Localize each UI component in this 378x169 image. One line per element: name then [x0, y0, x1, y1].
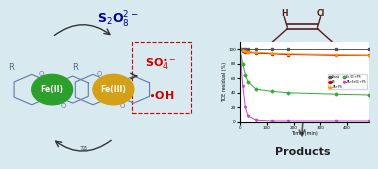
- Fe (II)+PS: [286, 92, 291, 94]
- TA+Fe(II)+PS: [254, 119, 259, 121]
- X-axis label: Time (min): Time (min): [291, 131, 318, 136]
- Text: O: O: [61, 103, 66, 110]
- Blank: [334, 49, 339, 51]
- Text: Products: Products: [275, 147, 330, 157]
- Fe (II)+PS: [246, 81, 250, 83]
- Line: PS: PS: [239, 49, 370, 56]
- PS: [366, 54, 371, 56]
- TA+PS: [366, 54, 371, 56]
- Fe (II)+PS: [240, 63, 245, 65]
- Blank: [286, 49, 291, 51]
- Fe (II)+PS: [243, 74, 248, 76]
- Text: H: H: [281, 9, 288, 18]
- TA+Fe(II)+PS: [238, 49, 242, 51]
- Text: SO$_4^{\bullet-}$: SO$_4^{\bullet-}$: [145, 56, 177, 72]
- Text: Cl: Cl: [316, 9, 325, 18]
- Text: O: O: [38, 71, 43, 77]
- PS: [246, 51, 250, 53]
- Text: Fe(II): Fe(II): [41, 85, 64, 94]
- Circle shape: [32, 74, 73, 105]
- TA+Fe(II)+PS: [246, 115, 250, 117]
- Text: O: O: [120, 103, 125, 110]
- Line: Blank: Blank: [239, 49, 370, 51]
- TA+Fe(II)+PS: [270, 120, 274, 122]
- PS: [240, 50, 245, 52]
- Text: TA: TA: [80, 146, 88, 152]
- Text: S$_2$O$_8^{2-}$: S$_2$O$_8^{2-}$: [97, 10, 139, 30]
- TA+Fe(II)+PS: [286, 120, 291, 122]
- TA+PS: [243, 50, 248, 52]
- Line: TA+Fe(II)+PS: TA+Fe(II)+PS: [239, 49, 370, 122]
- Fe (II)+PS: [254, 88, 259, 90]
- TA+PS: [334, 54, 339, 56]
- PS: [286, 54, 291, 56]
- TA+PS: [270, 52, 274, 54]
- Text: R: R: [8, 63, 14, 72]
- PS: [243, 51, 248, 53]
- Blank: [270, 49, 274, 51]
- PS: [238, 49, 242, 51]
- Y-axis label: TCE residual (%): TCE residual (%): [222, 62, 227, 102]
- TA+PS: [238, 49, 242, 51]
- PS: [334, 54, 339, 56]
- Blank: [366, 49, 371, 51]
- Circle shape: [93, 74, 134, 105]
- Text: Cl: Cl: [263, 43, 272, 52]
- Blank: [240, 49, 245, 51]
- Text: Cl: Cl: [333, 43, 341, 52]
- Fe (II)+PS: [334, 93, 339, 95]
- Line: TA+PS: TA+PS: [239, 49, 370, 56]
- TA+PS: [246, 51, 250, 53]
- TA+PS: [286, 53, 291, 55]
- Blank: [254, 49, 259, 51]
- Fe (II)+PS: [238, 49, 242, 51]
- Text: Fe(III): Fe(III): [101, 85, 126, 94]
- Blank: [238, 49, 242, 51]
- TA+Fe(II)+PS: [334, 120, 339, 122]
- PS: [270, 53, 274, 55]
- TA+PS: [240, 49, 245, 51]
- Blank: [243, 49, 248, 51]
- Line: Fe (II)+PS: Fe (II)+PS: [239, 49, 370, 96]
- Blank: [246, 49, 250, 51]
- TA+Fe(II)+PS: [240, 84, 245, 87]
- Text: O: O: [97, 71, 102, 77]
- TA+Fe(II)+PS: [243, 106, 248, 108]
- PS: [254, 52, 259, 54]
- TA+PS: [254, 51, 259, 53]
- Text: $\bullet$OH: $\bullet$OH: [148, 89, 174, 101]
- Text: R: R: [72, 63, 78, 72]
- Legend: Blank, PS, TA+PS, Fe (II)+PS, TA+Fe(II)+PS: Blank, PS, TA+PS, Fe (II)+PS, TA+Fe(II)+…: [328, 74, 367, 90]
- Fe (II)+PS: [366, 94, 371, 96]
- Fe (II)+PS: [270, 90, 274, 92]
- TA+Fe(II)+PS: [366, 120, 371, 122]
